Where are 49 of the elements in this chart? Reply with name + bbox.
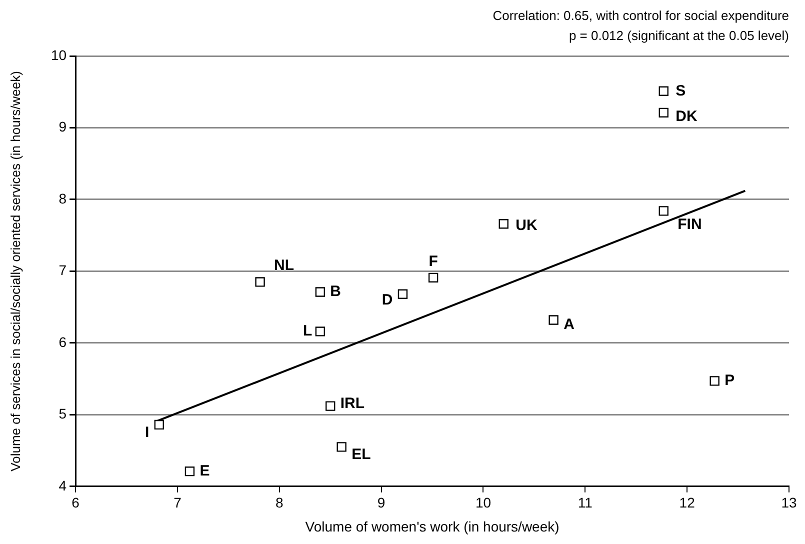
point xyxy=(658,108,668,118)
y-tick-label: 7 xyxy=(58,262,67,278)
point xyxy=(326,401,336,411)
point xyxy=(336,442,346,452)
data-label: D xyxy=(382,291,393,308)
x-tick-label: 8 xyxy=(276,494,284,511)
data-label: P xyxy=(724,372,735,390)
data-label: UK xyxy=(516,216,538,234)
y-tick-label: 9 xyxy=(58,118,67,135)
data-label: IRL xyxy=(340,395,365,412)
point xyxy=(154,420,164,430)
point xyxy=(398,289,408,299)
point xyxy=(255,277,265,287)
point xyxy=(315,326,326,336)
text: p = 0.012 (significant at the 0.05 level) xyxy=(568,28,789,43)
point xyxy=(428,272,438,282)
x-tick-label: 9 xyxy=(377,494,386,511)
data-label: S xyxy=(676,82,686,100)
x-tick-label: 6 xyxy=(72,494,80,511)
x-tick-label: 11 xyxy=(578,494,593,511)
point xyxy=(548,315,558,325)
data-label: B xyxy=(330,283,342,300)
x-tick-label: 12 xyxy=(679,494,696,511)
data-label: FIN xyxy=(678,216,702,234)
point xyxy=(658,86,668,96)
data-label: EL xyxy=(352,446,371,464)
y-tick-label: 8 xyxy=(58,190,67,206)
y-tick-label: 10 xyxy=(50,46,67,63)
data-label: E xyxy=(200,462,210,480)
data-label: I xyxy=(144,424,150,441)
point xyxy=(184,466,195,476)
data-label: NL xyxy=(274,257,294,274)
data-label: A xyxy=(564,316,575,334)
x-tick-label: 7 xyxy=(174,494,182,511)
data-label: L xyxy=(303,322,312,340)
data-label: DK xyxy=(676,108,698,125)
x-tick-label: 10 xyxy=(475,494,492,511)
y-tick-label: 5 xyxy=(58,406,67,422)
text: Correlation: 0.65, with control for social expenditure xyxy=(492,8,789,23)
data-label: F xyxy=(428,252,438,270)
point xyxy=(498,219,508,229)
x-axis-title: Volume of women's work (in hours/week) xyxy=(305,518,560,534)
y-tick-label: 6 xyxy=(58,334,67,350)
x-tick-label: 13 xyxy=(781,494,797,511)
y-axis-title: Volume of services in social/socially oriented services (in hours/week) xyxy=(8,71,23,472)
point xyxy=(710,376,720,386)
point xyxy=(315,287,326,297)
y-tick-label: 4 xyxy=(58,477,67,494)
point xyxy=(658,206,668,216)
